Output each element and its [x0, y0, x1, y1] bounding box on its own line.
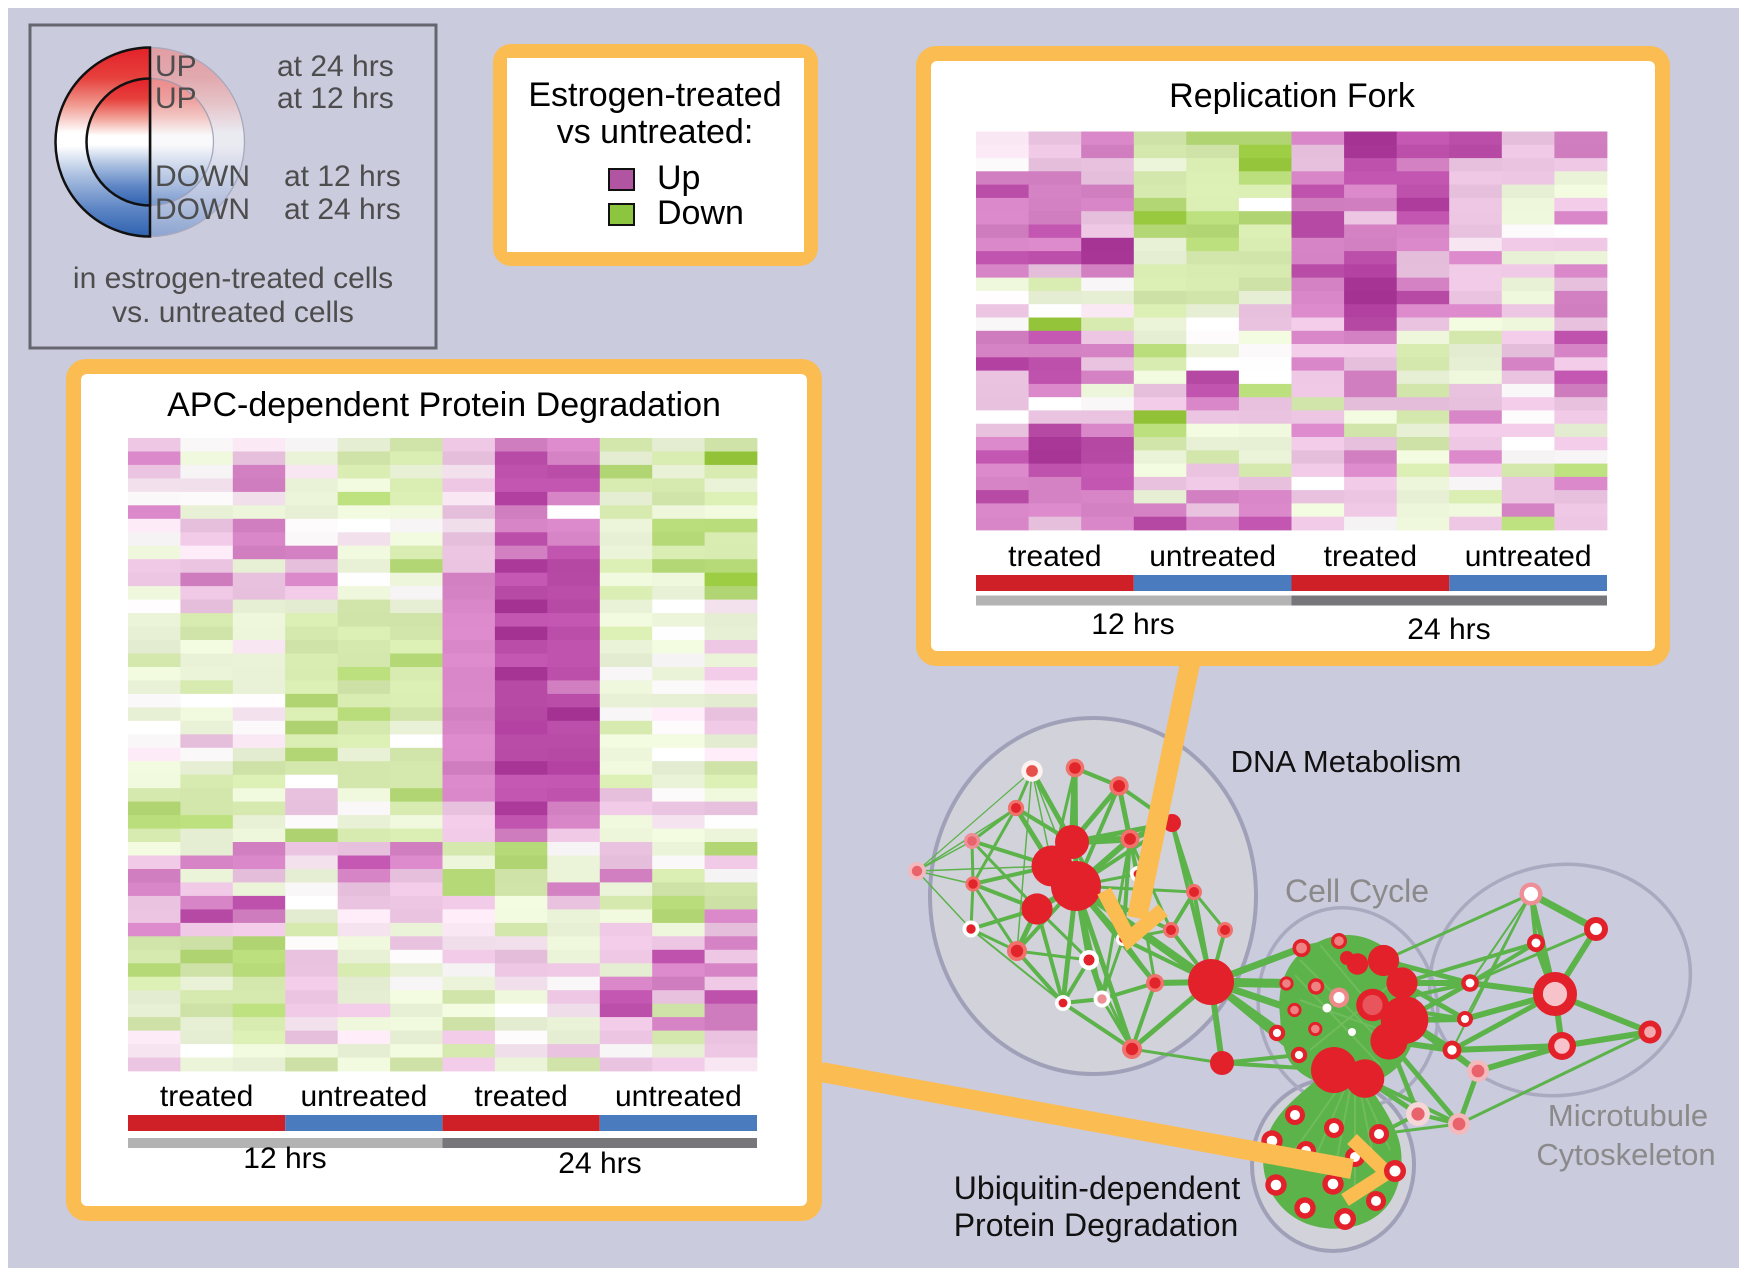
svg-text:DNA Metabolism: DNA Metabolism	[1231, 744, 1462, 779]
svg-text:UP: UP	[155, 50, 197, 83]
svg-text:UP: UP	[155, 82, 197, 115]
svg-text:vs untreated:: vs untreated:	[557, 113, 754, 151]
svg-text:Cytoskeleton: Cytoskeleton	[1536, 1137, 1715, 1172]
svg-text:Down: Down	[657, 194, 744, 232]
svg-text:at 24 hrs: at 24 hrs	[277, 50, 394, 83]
svg-text:Microtubule: Microtubule	[1548, 1098, 1708, 1133]
svg-text:Replication Fork: Replication Fork	[1169, 77, 1416, 115]
svg-text:treated: treated	[1324, 540, 1417, 573]
svg-text:vs. untreated cells: vs. untreated cells	[112, 296, 354, 329]
svg-text:24 hrs: 24 hrs	[558, 1147, 641, 1180]
svg-text:treated: treated	[160, 1080, 253, 1113]
svg-text:Estrogen-treated: Estrogen-treated	[528, 76, 781, 114]
svg-text:untreated: untreated	[300, 1080, 427, 1113]
svg-text:12 hrs: 12 hrs	[1091, 608, 1174, 641]
svg-text:untreated: untreated	[615, 1080, 742, 1113]
svg-text:treated: treated	[1008, 540, 1101, 573]
svg-text:at 12 hrs: at 12 hrs	[284, 160, 401, 193]
svg-text:at 12 hrs: at 12 hrs	[277, 82, 394, 115]
svg-text:at 24 hrs: at 24 hrs	[284, 193, 401, 226]
svg-text:12 hrs: 12 hrs	[243, 1142, 326, 1175]
svg-text:24 hrs: 24 hrs	[1407, 613, 1490, 646]
svg-text:Cell Cycle: Cell Cycle	[1285, 873, 1429, 909]
svg-text:APC-dependent Protein Degradat: APC-dependent Protein Degradation	[167, 386, 721, 424]
svg-text:DOWN: DOWN	[155, 160, 250, 193]
svg-text:Up: Up	[657, 159, 700, 197]
svg-text:untreated: untreated	[1149, 540, 1276, 573]
svg-text:DOWN: DOWN	[155, 193, 250, 226]
svg-text:Ubiquitin-dependent: Ubiquitin-dependent	[954, 1170, 1241, 1206]
svg-text:treated: treated	[474, 1080, 567, 1113]
svg-text:Protein Degradation: Protein Degradation	[954, 1207, 1239, 1243]
svg-text:untreated: untreated	[1465, 540, 1592, 573]
svg-text:in estrogen-treated cells: in estrogen-treated cells	[73, 262, 393, 295]
